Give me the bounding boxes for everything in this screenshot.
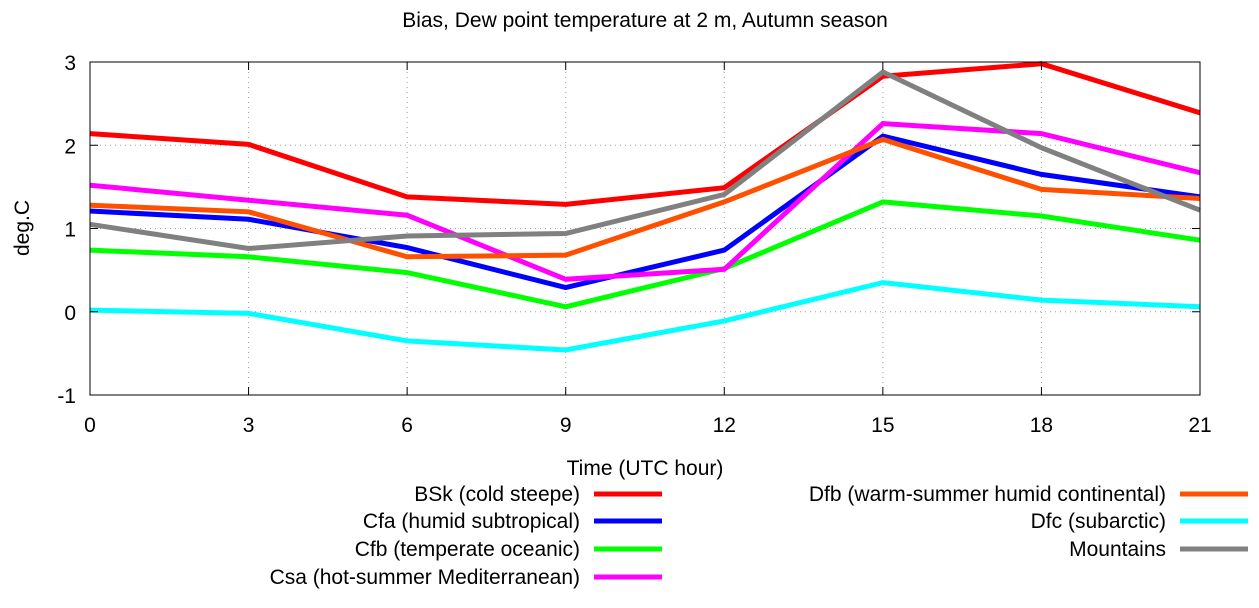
y-tick-label: 1 bbox=[64, 219, 76, 242]
legend-label-1: BSk (cold steepe) bbox=[414, 483, 580, 506]
legend-label-2: Cfa (humid subtropical) bbox=[363, 510, 580, 533]
y-tick-label: -1 bbox=[57, 385, 76, 408]
x-tick-label: 0 bbox=[84, 414, 96, 437]
legend-label-3: Cfb (temperate oceanic) bbox=[355, 538, 580, 561]
series-lines bbox=[89, 61, 1201, 353]
x-tick-label: 3 bbox=[243, 414, 255, 437]
x-tick-label: 12 bbox=[713, 414, 736, 437]
x-tick-label: 15 bbox=[871, 414, 894, 437]
series-line-2 bbox=[89, 133, 1201, 291]
x-tick-label: 18 bbox=[1030, 414, 1053, 437]
series-line-1 bbox=[89, 61, 1201, 207]
series-line-5 bbox=[89, 136, 1201, 260]
legend-label-4: Csa (hot-summer Mediterranean) bbox=[270, 566, 580, 589]
series-line-6 bbox=[89, 280, 1201, 353]
series-line-7 bbox=[89, 69, 1201, 252]
legend-label-6: Dfc (subarctic) bbox=[1031, 510, 1166, 533]
series-line-3 bbox=[89, 199, 1201, 310]
chart-title: Bias, Dew point temperature at 2 m, Autu… bbox=[402, 9, 888, 32]
series-line-4 bbox=[89, 121, 1201, 282]
x-axis-label: Time (UTC hour) bbox=[567, 457, 724, 480]
grid-lines bbox=[90, 62, 1200, 395]
legend-label-7: Mountains bbox=[1069, 538, 1166, 561]
y-tick-label: 0 bbox=[64, 302, 76, 325]
legend-label-5: Dfb (warm-summer humid continental) bbox=[809, 483, 1166, 506]
legend: BSk (cold steepe) Cfa (humid subtropical)… bbox=[270, 483, 1248, 589]
y-tick-label: 3 bbox=[64, 52, 76, 75]
x-tick-label: 21 bbox=[1188, 414, 1211, 437]
y-tick-label: 2 bbox=[64, 135, 76, 158]
x-tick-label: 6 bbox=[401, 414, 413, 437]
y-axis-label: deg.C bbox=[11, 200, 34, 256]
x-tick-label: 9 bbox=[560, 414, 572, 437]
